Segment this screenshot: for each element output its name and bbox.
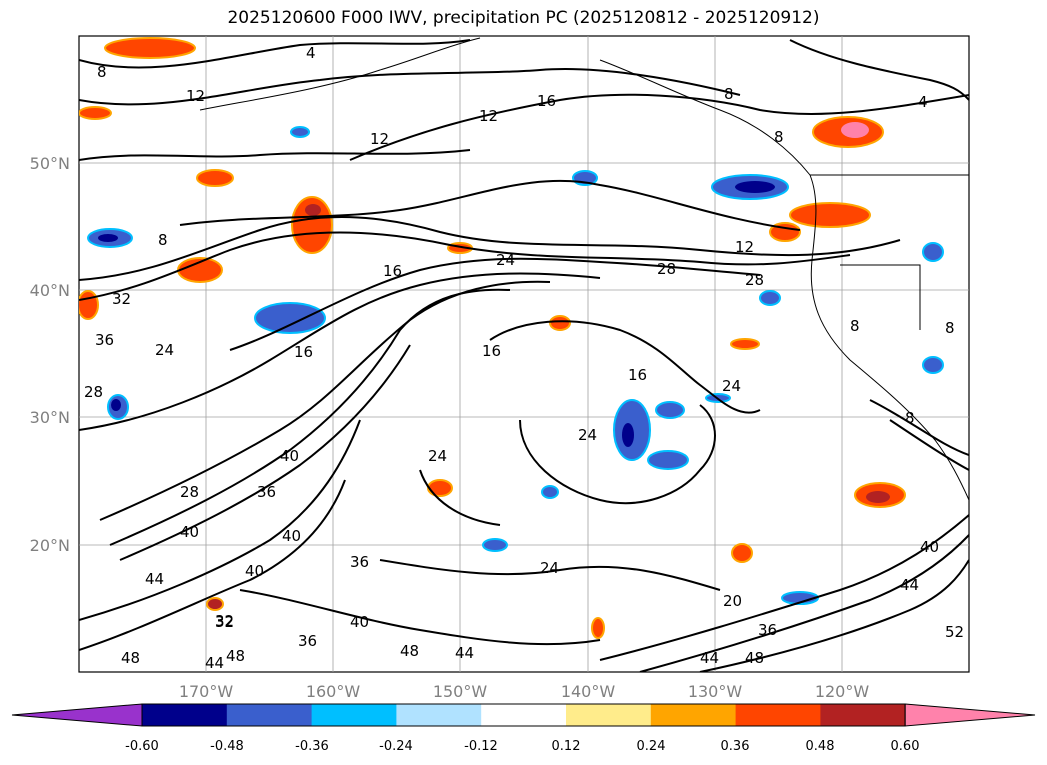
contour-label: 36 <box>95 331 114 349</box>
contour-label: 40 <box>245 562 264 580</box>
contour-label: 44 <box>900 576 919 594</box>
map-title: 2025120600 F000 IWV, precipitation PC (2… <box>227 8 820 28</box>
contour-label: 16 <box>383 262 402 280</box>
latitude-labels: 50°N 40°N 30°N 20°N <box>30 154 70 555</box>
colorbar-tick-label: -0.60 <box>125 739 159 754</box>
contour-label: 28 <box>657 260 676 278</box>
colorbar-swatch <box>396 704 482 726</box>
colorbar-ticks: -0.60 -0.48 -0.36 -0.24 -0.12 0.12 0.24 … <box>125 739 919 754</box>
contour-label: 44 <box>205 654 224 672</box>
colorbar-swatch <box>311 704 397 726</box>
contour-label: 44 <box>700 649 719 667</box>
colorbar-swatch <box>226 704 313 726</box>
longitude-labels: 170°W 160°W 150°W 140°W 130°W 120°W <box>179 682 870 701</box>
colorbar-swatches <box>11 703 1036 727</box>
contour-label: 24 <box>578 426 597 444</box>
contour-label: 36 <box>257 483 276 501</box>
colorbar-extend-high <box>904 703 1036 727</box>
lon-label: 150°W <box>433 682 488 701</box>
lon-label: 160°W <box>306 682 361 701</box>
colorbar-swatch <box>142 704 228 726</box>
contour-label: 48 <box>745 649 764 667</box>
lat-label: 20°N <box>30 536 70 555</box>
contour-labels: 8 12 16 12 12 4 8 8 4 8 16 24 28 12 28 1… <box>84 44 964 672</box>
contour-label: 16 <box>537 92 556 110</box>
contour-label: 24 <box>722 377 741 395</box>
colorbar-tick-label: 0.60 <box>891 739 920 754</box>
contour-label: 24 <box>155 341 174 359</box>
contour-label: 32 <box>112 290 131 308</box>
contour-label: 20 <box>723 592 742 610</box>
colorbar-swatch <box>820 704 906 726</box>
contour-label: 12 <box>735 238 754 256</box>
colorbar-outline <box>141 703 906 727</box>
colorbar-tick-label: -0.36 <box>295 739 329 754</box>
contour-label: 4 <box>306 44 316 62</box>
contour-label: 4 <box>918 93 928 111</box>
contour-label: 40 <box>350 613 369 631</box>
contour-label: 44 <box>145 570 164 588</box>
contour-label: 40 <box>282 527 301 545</box>
contour-label: 24 <box>496 251 515 269</box>
lon-label: 130°W <box>688 682 743 701</box>
contour-label: 16 <box>482 342 501 360</box>
contour-label: 12 <box>370 130 389 148</box>
colorbar-tick-label: 0.48 <box>806 739 835 754</box>
contour-label: 52 <box>945 623 964 641</box>
contour-label: 8 <box>945 319 955 337</box>
colorbar-tick-label: 0.24 <box>637 739 666 754</box>
contour-label: 8 <box>158 231 168 249</box>
colorbar: -0.60 -0.48 -0.36 -0.24 -0.12 0.12 0.24 … <box>11 703 1036 754</box>
colorbar-extend-low <box>11 703 143 727</box>
iwv-contours <box>79 39 969 672</box>
lon-label: 140°W <box>561 682 616 701</box>
contour-label: 28 <box>745 271 764 289</box>
colorbar-tick-label: -0.12 <box>464 739 498 754</box>
contour-label: 8 <box>905 409 915 427</box>
contour-label: 36 <box>298 632 317 650</box>
contour-label: 16 <box>628 366 647 384</box>
contour-label: 44 <box>455 644 474 662</box>
contour-label: 32 <box>215 613 234 631</box>
contour-label: 24 <box>428 447 447 465</box>
coastlines <box>199 37 969 501</box>
contour-label: 24 <box>540 559 559 577</box>
contour-label: 8 <box>724 85 734 103</box>
contour-label: 8 <box>850 317 860 335</box>
lat-label: 40°N <box>30 281 70 300</box>
colorbar-tick-label: -0.48 <box>210 739 244 754</box>
contour-label: 40 <box>920 538 939 556</box>
contour-label: 36 <box>350 553 369 571</box>
colorbar-swatch <box>650 704 737 726</box>
colorbar-tick-label: -0.24 <box>379 739 413 754</box>
colorbar-swatch <box>481 704 567 726</box>
graticule <box>79 36 969 672</box>
colorbar-swatch <box>735 704 821 726</box>
contour-label: 36 <box>758 621 777 639</box>
colorbar-swatch <box>566 704 652 726</box>
lat-label: 30°N <box>30 408 70 427</box>
lon-label: 170°W <box>179 682 234 701</box>
contour-label: 12 <box>479 107 498 125</box>
contour-label: 12 <box>186 87 205 105</box>
colorbar-tick-label: 0.36 <box>721 739 750 754</box>
contour-label: 8 <box>774 128 784 146</box>
contour-label: 48 <box>226 647 245 665</box>
contour-label: 40 <box>280 447 299 465</box>
contour-label: 28 <box>180 483 199 501</box>
lat-label: 50°N <box>30 154 70 173</box>
lon-label: 120°W <box>815 682 870 701</box>
contour-label: 8 <box>97 63 107 81</box>
contour-label: 32 <box>215 612 234 630</box>
contour-label: 48 <box>400 642 419 660</box>
contour-label: 16 <box>294 343 313 361</box>
contour-label: 48 <box>121 649 140 667</box>
contour-label: 28 <box>84 383 103 401</box>
contour-label: 40 <box>180 523 199 541</box>
colorbar-tick-label: 0.12 <box>552 739 581 754</box>
precip-shading <box>79 37 944 639</box>
